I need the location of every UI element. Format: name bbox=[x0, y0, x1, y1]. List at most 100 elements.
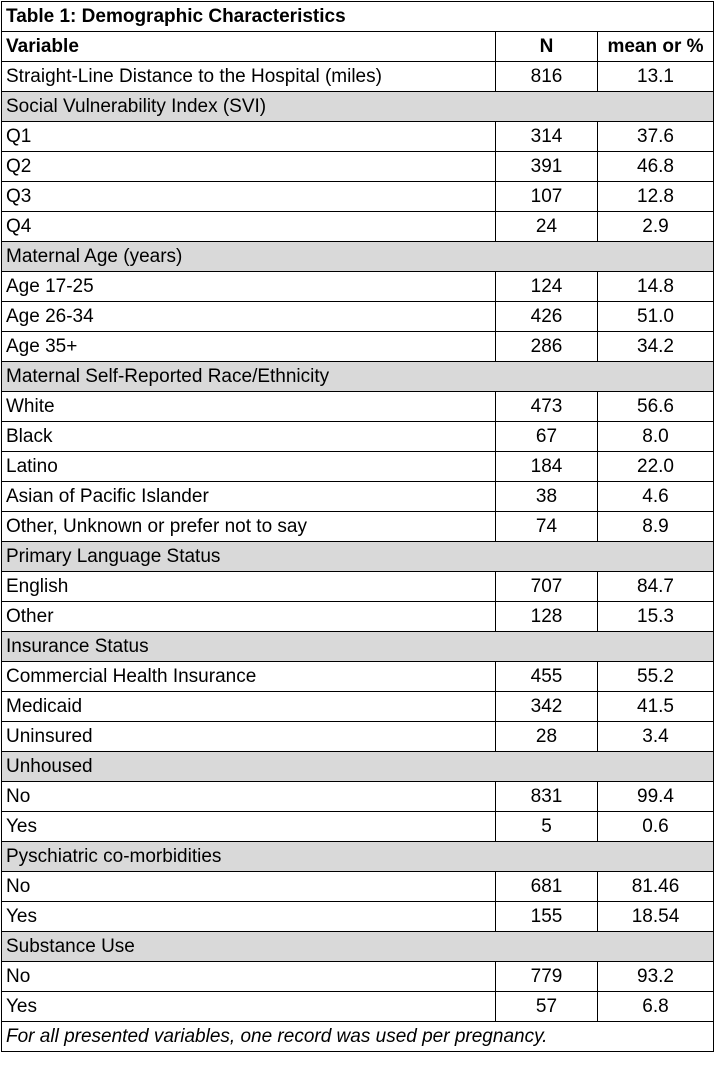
row-value: 55.2 bbox=[597, 661, 714, 692]
demographics-table: Table 1: Demographic Characteristics Var… bbox=[1, 1, 714, 1052]
table-row: Asian of Pacific Islander 38 4.6 bbox=[1, 481, 714, 512]
row-label: Age 35+ bbox=[1, 331, 496, 362]
table-row: Q2 391 46.8 bbox=[1, 151, 714, 182]
row-value: 51.0 bbox=[597, 301, 714, 332]
row-value: 56.6 bbox=[597, 391, 714, 422]
row-label: No bbox=[1, 781, 496, 812]
table-row: Yes 57 6.8 bbox=[1, 991, 714, 1022]
table-row: Q1 314 37.6 bbox=[1, 121, 714, 152]
row-value: 13.1 bbox=[597, 61, 714, 92]
table-title-row: Table 1: Demographic Characteristics bbox=[1, 1, 714, 32]
row-value: 4.6 bbox=[597, 481, 714, 512]
row-value: 93.2 bbox=[597, 961, 714, 992]
row-n: 391 bbox=[495, 151, 598, 182]
row-value: 8.9 bbox=[597, 511, 714, 542]
table-row: No 831 99.4 bbox=[1, 781, 714, 812]
row-n: 455 bbox=[495, 661, 598, 692]
table-row: Medicaid 342 41.5 bbox=[1, 691, 714, 722]
section-label: Primary Language Status bbox=[1, 541, 714, 572]
row-n: 128 bbox=[495, 601, 598, 632]
table-header-row: Variable N mean or % bbox=[1, 31, 714, 62]
column-header-n: N bbox=[495, 31, 598, 62]
row-value: 0.6 bbox=[597, 811, 714, 842]
table-row: Yes 5 0.6 bbox=[1, 811, 714, 842]
section-row: Insurance Status bbox=[1, 631, 714, 662]
row-n: 816 bbox=[495, 61, 598, 92]
row-label: Straight-Line Distance to the Hospital (… bbox=[1, 61, 496, 92]
row-value: 41.5 bbox=[597, 691, 714, 722]
row-label: Q3 bbox=[1, 181, 496, 212]
row-label: No bbox=[1, 961, 496, 992]
row-n: 426 bbox=[495, 301, 598, 332]
section-row: Maternal Age (years) bbox=[1, 241, 714, 272]
row-value: 6.8 bbox=[597, 991, 714, 1022]
table-row: No 779 93.2 bbox=[1, 961, 714, 992]
row-value: 81.46 bbox=[597, 871, 714, 902]
table-footnote: For all presented variables, one record … bbox=[1, 1021, 714, 1052]
row-n: 28 bbox=[495, 721, 598, 752]
table-row: Other, Unknown or prefer not to say 74 8.9 bbox=[1, 511, 714, 542]
table-row: Latino 184 22.0 bbox=[1, 451, 714, 482]
table-row: Commercial Health Insurance 455 55.2 bbox=[1, 661, 714, 692]
row-value: 12.8 bbox=[597, 181, 714, 212]
row-label: Asian of Pacific Islander bbox=[1, 481, 496, 512]
row-n: 67 bbox=[495, 421, 598, 452]
row-value: 34.2 bbox=[597, 331, 714, 362]
section-row: Maternal Self-Reported Race/Ethnicity bbox=[1, 361, 714, 392]
table-row: English 707 84.7 bbox=[1, 571, 714, 602]
section-row: Primary Language Status bbox=[1, 541, 714, 572]
section-label: Maternal Self-Reported Race/Ethnicity bbox=[1, 361, 714, 392]
table-row: Uninsured 28 3.4 bbox=[1, 721, 714, 752]
row-n: 107 bbox=[495, 181, 598, 212]
row-n: 681 bbox=[495, 871, 598, 902]
row-n: 124 bbox=[495, 271, 598, 302]
row-n: 74 bbox=[495, 511, 598, 542]
row-label: White bbox=[1, 391, 496, 422]
section-row: Substance Use bbox=[1, 931, 714, 962]
row-value: 14.8 bbox=[597, 271, 714, 302]
footnote-row: For all presented variables, one record … bbox=[1, 1021, 714, 1052]
section-label: Social Vulnerability Index (SVI) bbox=[1, 91, 714, 122]
row-value: 46.8 bbox=[597, 151, 714, 182]
row-n: 57 bbox=[495, 991, 598, 1022]
row-n: 5 bbox=[495, 811, 598, 842]
table-row: Q4 24 2.9 bbox=[1, 211, 714, 242]
row-n: 314 bbox=[495, 121, 598, 152]
row-label: Black bbox=[1, 421, 496, 452]
row-n: 155 bbox=[495, 901, 598, 932]
row-n: 831 bbox=[495, 781, 598, 812]
table-row: White 473 56.6 bbox=[1, 391, 714, 422]
section-label: Insurance Status bbox=[1, 631, 714, 662]
row-value: 3.4 bbox=[597, 721, 714, 752]
row-label: Commercial Health Insurance bbox=[1, 661, 496, 692]
row-label: Other bbox=[1, 601, 496, 632]
row-value: 84.7 bbox=[597, 571, 714, 602]
row-value: 18.54 bbox=[597, 901, 714, 932]
row-label: Yes bbox=[1, 811, 496, 842]
row-label: Uninsured bbox=[1, 721, 496, 752]
row-n: 184 bbox=[495, 451, 598, 482]
section-label: Maternal Age (years) bbox=[1, 241, 714, 272]
table-row: Yes 155 18.54 bbox=[1, 901, 714, 932]
section-row: Unhoused bbox=[1, 751, 714, 782]
row-label: Yes bbox=[1, 901, 496, 932]
row-label: Age 17-25 bbox=[1, 271, 496, 302]
table-row: Age 26-34 426 51.0 bbox=[1, 301, 714, 332]
table-row: Other 128 15.3 bbox=[1, 601, 714, 632]
table-row: Q3 107 12.8 bbox=[1, 181, 714, 212]
section-label: Pyschiatric co-morbidities bbox=[1, 841, 714, 872]
section-label: Substance Use bbox=[1, 931, 714, 962]
table-row: Age 35+ 286 34.2 bbox=[1, 331, 714, 362]
column-header-variable: Variable bbox=[1, 31, 496, 62]
section-row: Pyschiatric co-morbidities bbox=[1, 841, 714, 872]
row-label: Q1 bbox=[1, 121, 496, 152]
table-row: Straight-Line Distance to the Hospital (… bbox=[1, 61, 714, 92]
row-value: 37.6 bbox=[597, 121, 714, 152]
row-label: Latino bbox=[1, 451, 496, 482]
table-row: Black 67 8.0 bbox=[1, 421, 714, 452]
row-label: English bbox=[1, 571, 496, 602]
row-value: 15.3 bbox=[597, 601, 714, 632]
row-n: 779 bbox=[495, 961, 598, 992]
column-header-mean: mean or % bbox=[597, 31, 714, 62]
row-n: 473 bbox=[495, 391, 598, 422]
